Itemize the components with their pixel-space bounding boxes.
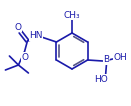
Text: CH₃: CH₃ xyxy=(64,11,80,20)
Text: HN: HN xyxy=(29,31,43,40)
Text: B: B xyxy=(103,56,110,64)
Text: HO: HO xyxy=(94,75,107,84)
Text: O: O xyxy=(15,22,22,31)
Text: OH: OH xyxy=(114,54,127,63)
Text: O: O xyxy=(22,52,29,61)
